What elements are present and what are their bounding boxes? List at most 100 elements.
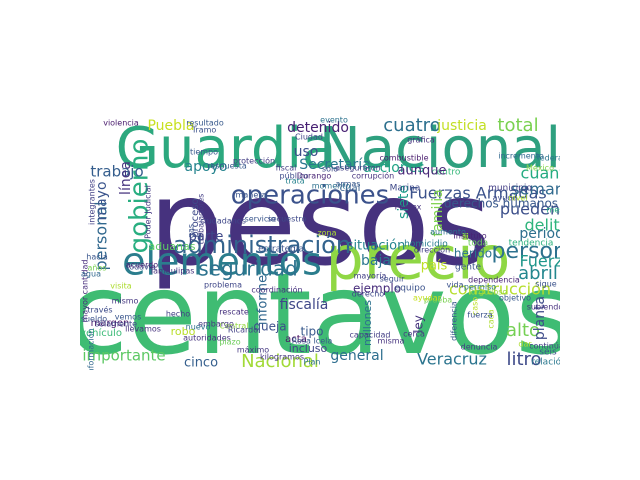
word-cloud-word: robo — [171, 325, 196, 338]
word-cloud-word: resultado — [186, 119, 224, 128]
word-cloud-word: cada — [487, 309, 496, 328]
word-cloud-word: gas — [187, 224, 196, 238]
word-cloud-word: aumento — [430, 228, 466, 237]
word-cloud-word: proceso — [190, 198, 201, 237]
word-cloud-word: derechos humanos — [444, 197, 558, 211]
word-cloud-word: queja — [253, 320, 286, 334]
word-cloud-word: personal — [92, 201, 111, 270]
word-cloud-word: máximo — [237, 346, 269, 355]
word-cloud-word: caso — [471, 297, 480, 315]
word-cloud-word: cuatro — [383, 115, 440, 136]
word-cloud-word: denuncia — [461, 343, 498, 352]
word-cloud-word: respuesta — [207, 162, 247, 171]
word-cloud-word: cuanto — [521, 164, 576, 183]
word-cloud-word: mes — [547, 206, 564, 215]
word-cloud-word: precio — [326, 224, 511, 294]
word-cloud-word: seguir — [380, 275, 405, 284]
word-cloud-word: ayuda — [493, 194, 518, 203]
word-cloud-word: vehículo — [80, 327, 122, 339]
word-cloud-word: embargo — [198, 320, 234, 329]
word-cloud-word: Veracruz — [417, 350, 487, 369]
word-cloud-word: toda — [468, 239, 488, 249]
word-cloud-word: planta — [532, 296, 548, 340]
word-cloud-word: problema — [204, 281, 242, 290]
word-cloud-word: fuerza — [467, 311, 492, 320]
word-cloud-word: momento — [312, 182, 351, 191]
word-cloud-word: tiempo — [190, 148, 218, 157]
word-cloud-word: detenido — [287, 120, 349, 136]
word-cloud-word: corrupción — [352, 171, 394, 181]
word-cloud-word: Ricardo — [228, 326, 258, 335]
word-cloud-word: hecho — [166, 310, 190, 319]
word-cloud-word: litro — [506, 349, 541, 370]
word-cloud-word: capacidad — [350, 331, 391, 340]
word-cloud-word: agua — [81, 270, 101, 279]
word-cloud-word: construcción — [449, 280, 551, 299]
word-cloud-word: combustible — [380, 154, 429, 163]
word-cloud-word: uso — [294, 144, 319, 160]
word-cloud-word: relación — [531, 357, 567, 368]
word-cloud-word: orgulloso — [471, 288, 508, 297]
word-cloud-word: dirección — [414, 245, 450, 255]
word-cloud-word: Nacional — [319, 116, 561, 181]
word-cloud-word: parte — [189, 230, 224, 245]
word-cloud-word: permiso — [464, 283, 496, 292]
word-cloud-word: delito — [525, 216, 570, 235]
word-cloud-word: servicio — [245, 215, 276, 224]
word-cloud-word: acciones — [363, 160, 424, 176]
word-cloud-word: equipo — [395, 284, 426, 294]
word-cloud-word: alto — [506, 320, 540, 341]
word-cloud-word: incremento — [498, 152, 544, 161]
word-cloud-word: abril — [518, 263, 558, 284]
word-cloud-word: llevamos — [125, 325, 161, 334]
word-cloud-word: aunque — [398, 164, 447, 179]
word-cloud-word: autoridades — [183, 334, 231, 343]
word-cloud-word: operaciones — [231, 181, 389, 211]
word-cloud-word: sigue — [535, 280, 557, 289]
word-cloud-word: Nacional — [241, 351, 319, 372]
word-cloud-word: derecho — [352, 290, 385, 299]
word-cloud-word: importante — [82, 347, 165, 365]
word-cloud-word: Poder Judicial — [144, 185, 153, 239]
word-cloud-word: situación — [347, 239, 406, 254]
word-cloud-word: municipio — [488, 184, 532, 194]
word-cloud-word: pueden — [500, 200, 560, 219]
word-cloud-word: violencia — [103, 119, 139, 128]
word-cloud-word: cuál — [340, 182, 361, 194]
word-cloud-word: tendencia — [509, 239, 554, 249]
word-cloud-word: mayo — [94, 181, 110, 220]
word-cloud-word: visita — [110, 282, 131, 291]
word-cloud-word: nuevo — [186, 323, 211, 332]
word-cloud-word: informe — [256, 275, 271, 325]
word-cloud-word: vida — [447, 281, 464, 290]
word-cloud-word: Durango — [297, 172, 332, 181]
word-cloud-word: prueba — [424, 296, 452, 305]
word-cloud-word: incluso — [289, 342, 328, 355]
word-cloud-word: total — [497, 115, 538, 136]
word-cloud-word: trabajo — [90, 163, 143, 181]
word-cloud-word: dar — [518, 340, 532, 349]
word-cloud-word: Fuerza — [519, 252, 572, 271]
word-cloud-word: protección — [233, 156, 275, 166]
word-cloud-word: elementos — [122, 240, 322, 284]
word-group: pesoscentavosGuardiaNacionalprecioelemen… — [80, 115, 576, 372]
word-cloud-word: mayoría — [354, 272, 387, 281]
word-cloud-word: integrantes — [88, 179, 97, 225]
word-cloud-word: ejemplo — [353, 282, 401, 296]
word-cloud-word: dependencia — [468, 276, 520, 285]
word-cloud-background — [80, 118, 560, 364]
word-cloud-word: gente — [455, 263, 481, 273]
word-cloud-word: Mexico — [526, 164, 554, 173]
word-cloud-word: años — [87, 264, 106, 273]
word-cloud-word: trabajadores — [197, 194, 206, 245]
word-cloud-word: ciudadanos — [200, 217, 246, 226]
word-cloud-word: federal — [537, 154, 565, 163]
word-cloud-word: seis — [539, 348, 557, 358]
word-cloud-word: país — [421, 259, 448, 274]
word-cloud-word: herido — [454, 247, 492, 261]
word-cloud-word: Central — [219, 322, 248, 331]
word-cloud-word: Rosa Icela — [292, 337, 333, 346]
word-cloud-word: fiscal — [276, 164, 297, 173]
